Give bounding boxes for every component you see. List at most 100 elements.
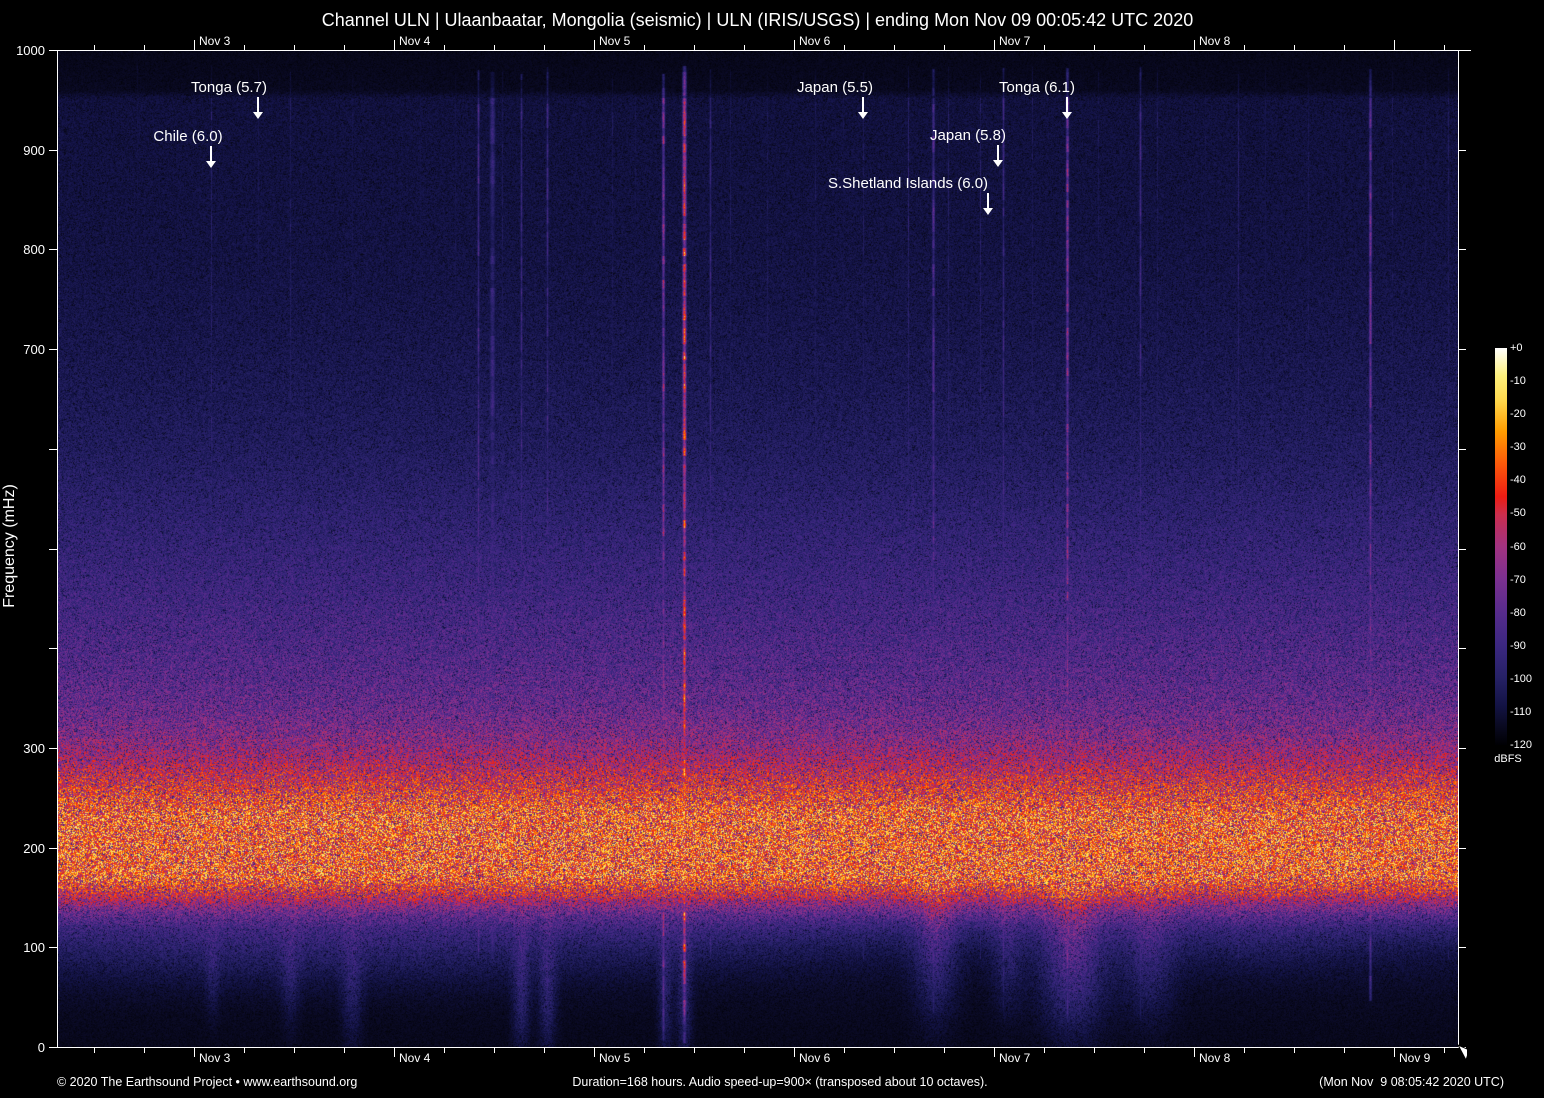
x-tick-top-minor: [694, 45, 695, 50]
colorbar-tick-label: -80: [1510, 606, 1526, 619]
axis-left: [57, 50, 58, 1048]
x-tick-top-minor: [1444, 45, 1445, 50]
x-tick-top-major: [194, 40, 195, 50]
colorbar-unit: dBFS: [1494, 753, 1522, 765]
event-annotation-arrowhead: [1062, 112, 1072, 119]
x-tick-label-top: Nov 5: [599, 34, 631, 48]
x-tick-top-major: [994, 40, 995, 50]
y-tick-label: 1000: [16, 43, 45, 58]
x-tick-label-top: Nov 6: [799, 34, 831, 48]
x-tick-top-minor: [144, 45, 145, 50]
x-tick-bottom-minor: [1044, 1048, 1045, 1053]
event-annotation-label: Tonga (5.7): [191, 79, 267, 96]
colorbar-tick-label: -10: [1510, 375, 1526, 388]
event-annotation-label: Japan (5.8): [930, 127, 1006, 144]
y-tick-left: [49, 150, 57, 151]
x-tick-label-bottom: Nov 5: [599, 1051, 631, 1065]
x-tick-top-major: [1394, 40, 1395, 50]
x-tick-bottom-minor: [1444, 1048, 1445, 1053]
x-tick-top-minor: [744, 45, 745, 50]
x-tick-label-bottom: Nov 9: [1399, 1051, 1431, 1065]
colorbar-tick-label: -120: [1510, 739, 1533, 751]
x-tick-top-minor: [294, 45, 295, 50]
colorbar-tick-label: -110: [1510, 705, 1532, 718]
x-tick-top-major: [1194, 40, 1195, 50]
y-tick-right: [1459, 549, 1466, 550]
colorbar: [1495, 348, 1507, 745]
spectrogram-canvas: [57, 50, 1458, 1047]
x-tick-bottom-minor: [344, 1048, 345, 1053]
x-tick-label-top: Nov 8: [1199, 34, 1231, 48]
x-tick-bottom-minor: [694, 1048, 695, 1053]
event-annotation-arrow: [257, 97, 259, 113]
x-tick-bottom-minor: [744, 1048, 745, 1053]
x-tick-bottom-minor: [444, 1048, 445, 1053]
y-tick-left: [49, 50, 57, 51]
x-tick-bottom-minor: [1094, 1048, 1095, 1053]
y-tick-left: [49, 249, 57, 250]
event-annotation-label: Chile (6.0): [153, 128, 223, 145]
y-tick-right: [1459, 947, 1466, 948]
x-tick-bottom-major: [194, 1048, 195, 1057]
x-tick-top-major: [794, 40, 795, 50]
footer-duration: Duration=168 hours. Audio speed-up=900× …: [572, 1075, 988, 1089]
x-tick-bottom-minor: [94, 1048, 95, 1053]
x-tick-top-minor: [244, 45, 245, 50]
y-tick-right: [1459, 449, 1466, 450]
x-tick-bottom-major: [1194, 1048, 1195, 1057]
colorbar-tick-label: -30: [1510, 441, 1526, 454]
footer-timestamp: (Mon Nov 9 08:05:42 2020 UTC): [1319, 1075, 1504, 1089]
y-tick-left: [49, 349, 57, 350]
x-tick-bottom-major: [594, 1048, 595, 1057]
event-annotation-arrowhead: [983, 208, 993, 215]
x-tick-label-top: Nov 3: [199, 34, 231, 48]
event-annotation-arrowhead: [993, 160, 1003, 167]
y-tick-label: 200: [23, 841, 45, 856]
x-tick-top-minor: [344, 45, 345, 50]
x-tick-bottom-minor: [294, 1048, 295, 1053]
x-tick-bottom-minor: [644, 1048, 645, 1053]
colorbar-tick-label: -70: [1510, 573, 1526, 586]
x-tick-top-minor: [444, 45, 445, 50]
x-tick-label-bottom: Nov 7: [999, 1051, 1031, 1065]
mouse-cursor-icon: [1456, 1043, 1467, 1062]
y-tick-left: [49, 1047, 57, 1048]
x-tick-bottom-minor: [844, 1048, 845, 1053]
x-tick-top-minor: [1094, 45, 1095, 50]
x-tick-top-minor: [894, 45, 895, 50]
colorbar-tick-label: -20: [1510, 408, 1526, 421]
y-tick-left: [49, 848, 57, 849]
axis-right: [1458, 50, 1459, 1048]
event-annotation-arrow: [862, 97, 864, 113]
x-tick-bottom-minor: [1294, 1048, 1295, 1053]
x-tick-bottom-major: [394, 1048, 395, 1057]
event-annotation-arrowhead: [858, 112, 868, 119]
x-tick-top-minor: [1044, 45, 1045, 50]
x-tick-top-minor: [644, 45, 645, 50]
y-tick-right: [1459, 349, 1466, 350]
x-tick-top-minor: [1244, 45, 1245, 50]
x-tick-top-minor: [944, 45, 945, 50]
event-annotation-arrow: [210, 146, 212, 162]
x-tick-bottom-minor: [244, 1048, 245, 1053]
y-tick-left: [49, 748, 57, 749]
y-tick-label: 100: [23, 940, 45, 955]
y-tick-right: [1459, 50, 1466, 51]
x-tick-label-top: Nov 7: [999, 34, 1031, 48]
x-tick-bottom-minor: [1244, 1048, 1245, 1053]
y-tick-right: [1459, 150, 1466, 151]
y-tick-label: 0: [37, 1040, 45, 1055]
x-tick-top-minor: [1344, 45, 1345, 50]
x-tick-top-minor: [544, 45, 545, 50]
x-tick-label-bottom: Nov 6: [799, 1051, 831, 1065]
colorbar-tick-label: -40: [1510, 474, 1526, 487]
x-tick-top-major: [594, 40, 595, 50]
x-tick-label-bottom: Nov 8: [1199, 1051, 1231, 1065]
event-annotation-arrow: [987, 193, 989, 209]
colorbar-tick-label: -50: [1510, 507, 1526, 520]
y-tick-label: 800: [23, 242, 45, 257]
axis-bottom: [57, 1047, 1459, 1048]
x-tick-bottom-minor: [144, 1048, 145, 1053]
y-tick-left: [49, 648, 57, 649]
